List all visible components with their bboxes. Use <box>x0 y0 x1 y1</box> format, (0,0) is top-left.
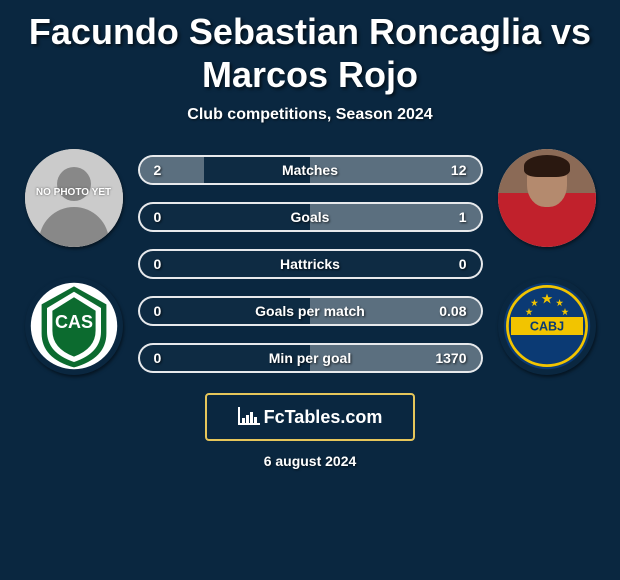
stat-row: 2Matches12 <box>138 155 483 185</box>
comparison-panel: NO PHOTO YET CAS 2Matches120Goals10Hattr… <box>20 149 600 375</box>
right-side: CABJ <box>498 149 596 375</box>
fctables-badge[interactable]: FcTables.com <box>205 393 415 441</box>
stat-value-right: 0.08 <box>439 303 466 319</box>
page-title: Facundo Sebastian Roncaglia vs Marcos Ro… <box>20 10 600 96</box>
crest-right-icon: CABJ <box>502 281 592 371</box>
left-side: NO PHOTO YET CAS <box>25 149 123 375</box>
stat-label: Matches <box>140 162 481 178</box>
stat-label: Goals per match <box>140 303 481 319</box>
player-left-avatar: NO PHOTO YET <box>25 149 123 247</box>
stat-row: 0Goals1 <box>138 202 483 232</box>
svg-text:CABJ: CABJ <box>529 320 563 334</box>
subtitle: Club competitions, Season 2024 <box>20 106 600 124</box>
footer-brand-text: FcTables.com <box>264 407 383 428</box>
chart-icon <box>238 409 258 425</box>
stat-row: 0Hattricks0 <box>138 249 483 279</box>
club-right-crest: CABJ <box>498 277 596 375</box>
player-photo-icon <box>498 149 596 247</box>
stat-label: Min per goal <box>140 350 481 366</box>
club-left-crest: CAS <box>25 277 123 375</box>
stat-bars: 2Matches120Goals10Hattricks00Goals per m… <box>138 149 483 373</box>
date-text: 6 august 2024 <box>20 453 600 469</box>
stat-label: Goals <box>140 209 481 225</box>
crest-left-icon: CAS <box>29 281 119 371</box>
stat-label: Hattricks <box>140 256 481 272</box>
no-photo-text: NO PHOTO YET <box>25 187 123 198</box>
stat-value-right: 0 <box>459 256 467 272</box>
stat-value-right: 1 <box>459 209 467 225</box>
stat-value-right: 1370 <box>435 350 466 366</box>
stat-value-right: 12 <box>451 162 467 178</box>
stat-row: 0Goals per match0.08 <box>138 296 483 326</box>
player-right-avatar <box>498 149 596 247</box>
svg-text:CAS: CAS <box>54 312 92 332</box>
no-photo-placeholder: NO PHOTO YET <box>25 149 123 247</box>
stat-row: 0Min per goal1370 <box>138 343 483 373</box>
